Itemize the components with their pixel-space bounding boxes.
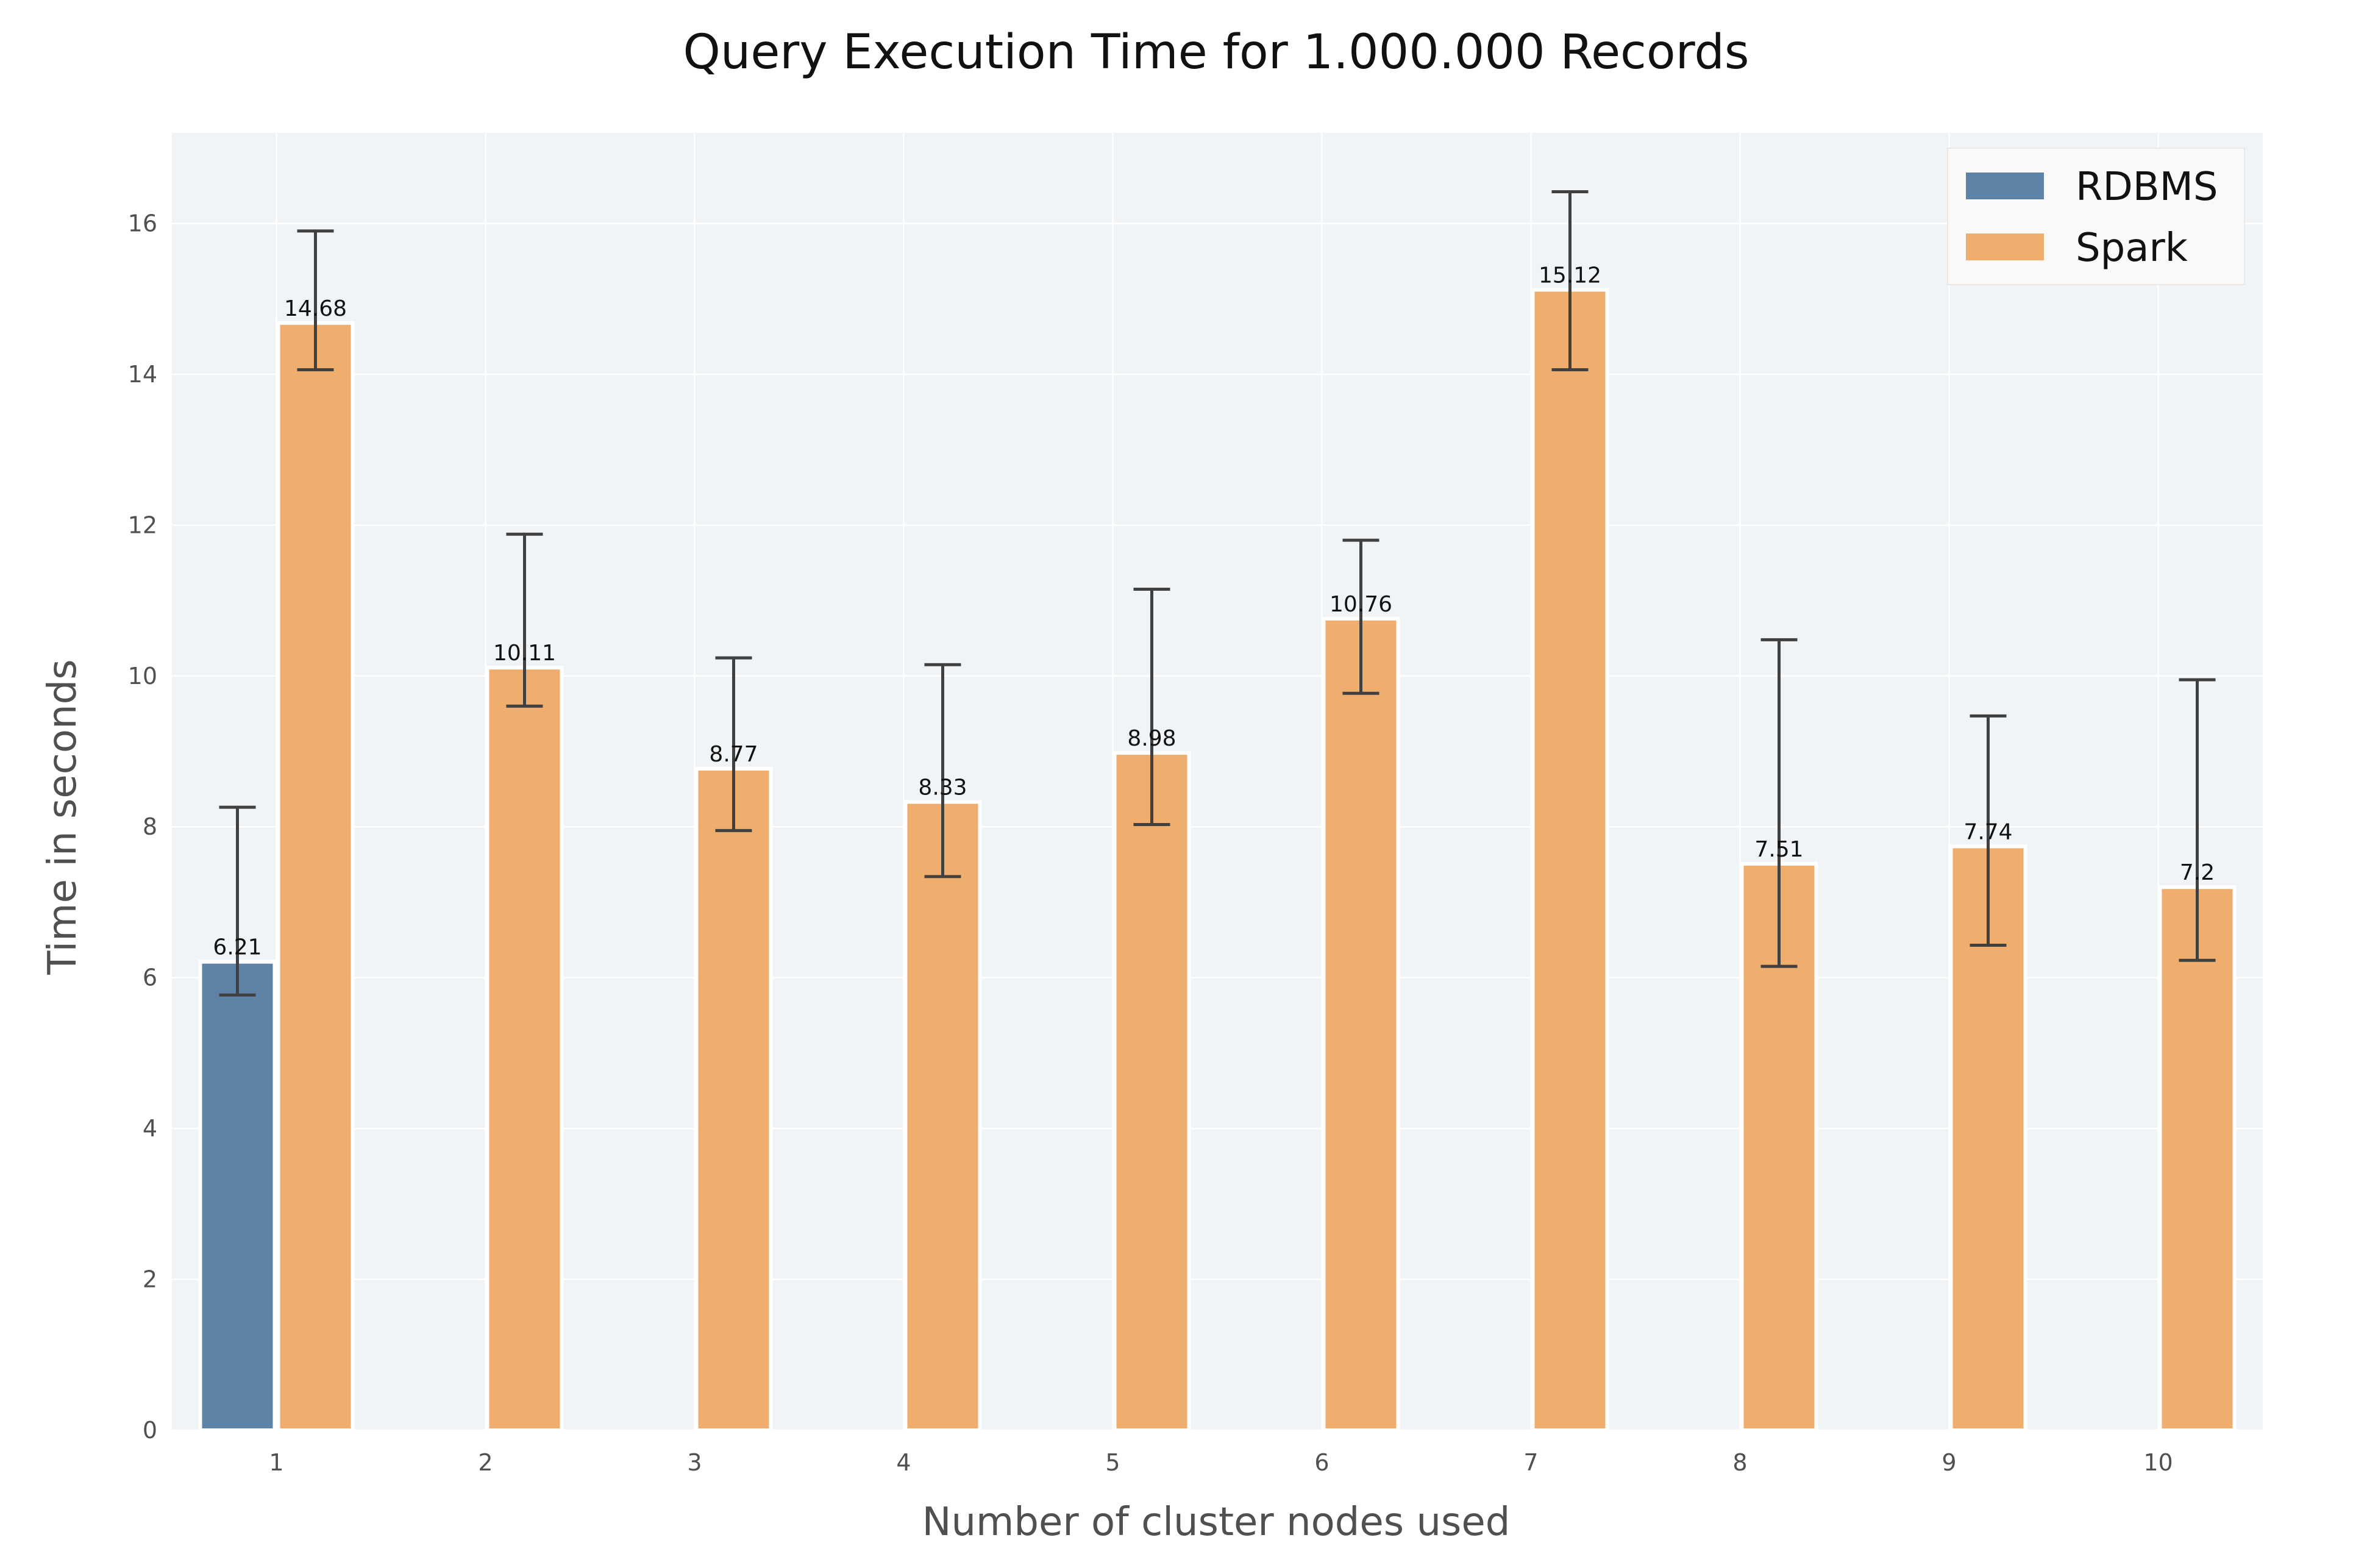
error-bar <box>2179 678 2216 962</box>
data-label: 14.68 <box>284 296 347 321</box>
x-tick-label: 10 <box>2143 1449 2173 1476</box>
bar-spark-1 <box>276 321 355 1432</box>
data-label: 7.74 <box>1963 819 2012 844</box>
bar-rdbms-1 <box>198 960 277 1432</box>
data-label: 7.2 <box>2180 860 2215 885</box>
bar-spark-5 <box>1112 750 1191 1432</box>
x-tick-label: 2 <box>478 1449 493 1476</box>
error-bar <box>1551 190 1589 371</box>
data-label: 7.51 <box>1754 837 1803 862</box>
legend-box <box>1947 148 2245 285</box>
legend-swatch-spark <box>1966 233 2044 260</box>
data-label: 8.98 <box>1127 726 1176 751</box>
x-tick-label: 3 <box>687 1449 702 1476</box>
bar-spark-2 <box>485 666 564 1432</box>
data-label: 6.21 <box>213 935 262 960</box>
bar-spark-7 <box>1531 288 1609 1433</box>
error-bars <box>219 190 2216 997</box>
x-tick-label: 1 <box>269 1449 283 1476</box>
x-tick-label: 5 <box>1105 1449 1120 1476</box>
legend: RDBMS Spark <box>1947 148 2245 285</box>
x-tick-label: 9 <box>1942 1449 1956 1476</box>
error-bar <box>1970 714 2007 947</box>
x-tick-label: 4 <box>896 1449 911 1476</box>
x-axis-title: Number of cluster nodes used <box>922 1500 1511 1545</box>
error-bar <box>924 663 961 878</box>
y-tick-label: 8 <box>143 813 157 840</box>
data-label: 10.76 <box>1329 592 1392 617</box>
y-tick-label: 6 <box>143 964 157 991</box>
y-tick-label: 2 <box>143 1266 157 1293</box>
y-tick-label: 10 <box>128 663 157 690</box>
error-bar <box>715 656 752 832</box>
error-bar <box>1133 588 1170 827</box>
data-label: 8.77 <box>709 742 758 767</box>
data-label: 8.33 <box>918 775 967 800</box>
x-tick-label: 7 <box>1523 1449 1538 1476</box>
y-tick-label: 14 <box>128 361 157 388</box>
error-bar <box>219 805 256 997</box>
bar-spark-6 <box>1322 616 1400 1432</box>
x-tick-label: 8 <box>1732 1449 1747 1476</box>
data-labels: 6.21 14.68 10.11 8.77 8.33 8.98 10.76 15.12 7.51… <box>213 263 2215 960</box>
error-bar <box>297 229 334 371</box>
legend-label-spark: Spark <box>2076 226 2188 271</box>
bar-spark-3 <box>694 766 773 1432</box>
legend-swatch-rdbms <box>1966 173 2044 199</box>
y-tick-label: 0 <box>143 1417 157 1444</box>
error-bar <box>1760 638 1798 968</box>
y-tick-label: 16 <box>128 210 157 237</box>
y-tick-label: 12 <box>128 511 157 538</box>
bar-spark-8 <box>1740 861 1818 1432</box>
error-bar <box>506 532 543 708</box>
legend-label-rdbms: RDBMS <box>2076 165 2218 210</box>
error-bar <box>1342 538 1379 695</box>
y-tick-label: 4 <box>143 1115 157 1142</box>
y-axis-title: Time in seconds <box>40 659 85 975</box>
x-tick-label: 6 <box>1314 1449 1329 1476</box>
data-label: 15.12 <box>1539 263 1601 288</box>
bar-spark-4 <box>903 800 982 1432</box>
data-label: 10.11 <box>493 641 556 666</box>
bar-spark-10 <box>2158 885 2237 1433</box>
chart-title: Query Execution Time for 1.000.000 Recor… <box>683 25 1749 80</box>
